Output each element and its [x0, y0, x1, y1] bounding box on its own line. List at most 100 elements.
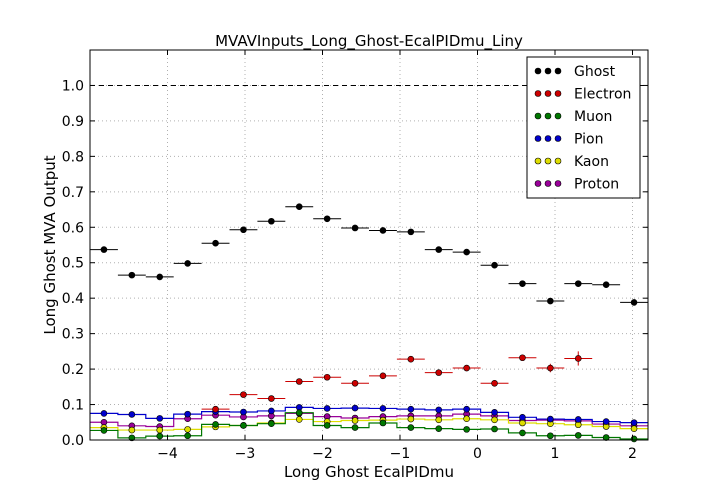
legend-marker [544, 157, 552, 165]
legend-label: Ghost [574, 64, 616, 80]
data-point [100, 410, 108, 417]
data-point [184, 432, 191, 440]
data-point [323, 373, 331, 381]
legend-marker [534, 135, 542, 142]
data-point [240, 422, 247, 429]
y-axis-label: Long Ghost MVA Output [41, 155, 59, 334]
legend-entry: Kaon [534, 154, 609, 170]
data-point [463, 405, 470, 413]
data-point [268, 420, 275, 427]
legend-entry: Proton [534, 177, 619, 193]
plot-series [90, 203, 648, 443]
data-point [351, 224, 359, 232]
axis-ticks: −4 −3 −2 −1 0 1 2 0.0 0.1 0.2 0.3 0.4 0.5 0.6 0.7 0.8 0.… [62, 50, 648, 462]
data-point [519, 419, 526, 427]
series-muon [90, 409, 648, 443]
x-tick-label: −4 [157, 446, 178, 462]
data-point [351, 404, 359, 412]
data-point [184, 426, 191, 433]
data-point [184, 260, 191, 267]
legend-label: Proton [574, 177, 619, 193]
data-point [463, 426, 470, 433]
legend-label: Electron [574, 87, 631, 103]
data-point [156, 273, 164, 281]
legend-marker [534, 90, 542, 97]
data-point [240, 391, 247, 398]
data-point [519, 354, 526, 362]
legend-label: Muon [574, 109, 612, 125]
data-point [547, 432, 554, 440]
data-point [212, 239, 219, 247]
data-point [323, 215, 331, 223]
data-point [295, 409, 303, 417]
data-point [519, 429, 526, 437]
y-tick-label: 0.1 [62, 398, 84, 414]
data-point [630, 419, 638, 426]
data-point [351, 379, 359, 387]
legend-marker [554, 157, 562, 165]
y-tick-label: 0.8 [62, 149, 84, 165]
series-step-line [90, 412, 648, 428]
legend-entry: Ghost [534, 64, 616, 80]
data-point [491, 425, 498, 433]
data-point [268, 217, 275, 225]
legend-label: Pion [574, 132, 603, 148]
x-tick-label: −1 [390, 446, 411, 462]
legend-marker [544, 135, 552, 142]
data-point [351, 417, 359, 424]
data-point [128, 426, 136, 434]
legend-marker [534, 157, 542, 165]
data-point [128, 411, 136, 418]
data-point [602, 281, 610, 289]
legend-marker [534, 180, 542, 187]
data-point [407, 405, 415, 413]
x-tick-label: 0 [473, 446, 482, 462]
legend-marker [554, 67, 562, 75]
series-pion [90, 404, 648, 426]
data-point [407, 355, 415, 363]
data-point [435, 406, 443, 414]
data-point [547, 415, 554, 423]
legend-marker [544, 67, 552, 75]
data-point [463, 415, 470, 423]
legend-entry: Muon [534, 109, 612, 125]
data-point [323, 405, 331, 412]
data-point [295, 378, 303, 385]
data-point [407, 415, 415, 423]
legend-box [526, 56, 641, 199]
data-point [295, 203, 303, 211]
data-point [156, 432, 164, 440]
data-point [435, 416, 443, 424]
x-tick-label: −2 [312, 446, 333, 462]
y-tick-label: 0.9 [62, 114, 84, 130]
data-point [184, 410, 191, 418]
legend-marker [544, 90, 552, 97]
data-point [463, 364, 470, 372]
data-point [351, 424, 359, 431]
data-point [630, 425, 638, 432]
y-tick-label: 0.3 [62, 327, 84, 343]
plot-frame [89, 49, 649, 441]
legend-marker [534, 67, 542, 75]
data-point [602, 418, 610, 425]
data-point [602, 434, 610, 441]
legend-marker [554, 135, 562, 142]
legend-marker [554, 112, 562, 120]
y-tick-label: 0.0 [62, 433, 84, 449]
data-point [128, 434, 136, 442]
data-point [519, 414, 526, 421]
legend-marker [554, 180, 562, 187]
y-tick-label: 0.7 [62, 185, 84, 201]
data-point [240, 408, 247, 416]
data-point [435, 425, 443, 432]
data-point [407, 424, 415, 431]
data-point [491, 379, 498, 387]
data-point [212, 421, 219, 428]
series-ghost [90, 203, 648, 306]
data-point [463, 248, 470, 256]
data-point [574, 416, 582, 423]
data-point [295, 416, 303, 423]
data-point [379, 405, 387, 412]
x-tick-label: −3 [235, 446, 256, 462]
